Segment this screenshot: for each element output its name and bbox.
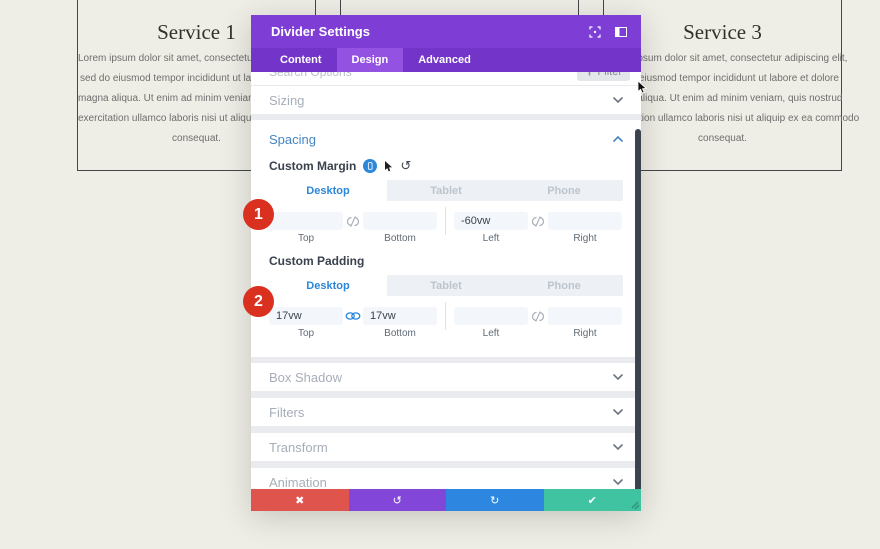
service-card-3: Service 3 Lorem ipsum dolor sit amet, co… — [603, 0, 860, 171]
device-tab-desktop[interactable]: Desktop — [269, 180, 387, 201]
field-label-top: Top — [297, 233, 315, 244]
collapsed-section-row[interactable]: Transform — [251, 433, 641, 461]
search-input[interactable] — [269, 72, 469, 79]
chevron-up-icon — [613, 136, 623, 142]
snap-panel-icon[interactable] — [614, 25, 627, 38]
field-label-left: Left — [482, 328, 500, 339]
padding-top-input[interactable] — [269, 307, 343, 325]
custom-padding-label: Custom Padding — [269, 254, 365, 268]
search-options-row: Filter — [251, 72, 641, 85]
discard-button[interactable]: ✖ — [251, 489, 349, 511]
collapsed-sections: Box Shadow Filters Transform Animation — [251, 363, 641, 489]
modal-tabbar: Content Design Advanced — [251, 48, 641, 72]
field-group-divider — [445, 207, 446, 235]
padding-right-input[interactable] — [548, 307, 622, 325]
device-tab-desktop[interactable]: Desktop — [269, 275, 387, 296]
service-card-text: Lorem ipsum dolor sit amet, consectetur … — [78, 53, 334, 144]
hover-settings-icon[interactable] — [384, 160, 393, 172]
field-label-right: Right — [573, 328, 597, 339]
responsive-settings-icon[interactable] — [363, 159, 378, 173]
device-tab-phone[interactable]: Phone — [547, 184, 581, 197]
margin-top-input[interactable] — [269, 212, 343, 230]
modal-footer: ✖ ↺ ↻ ✔ — [251, 489, 641, 511]
service-card-1: Service 1 Lorem ipsum dolor sit amet, co… — [77, 0, 334, 171]
unlink-values-icon[interactable] — [528, 310, 548, 322]
tab-content[interactable]: Content — [280, 54, 322, 66]
chevron-down-icon — [613, 374, 623, 380]
tab-advanced[interactable]: Advanced — [418, 54, 471, 66]
custom-margin-label: Custom Margin — [269, 159, 357, 173]
redo-button[interactable]: ↻ — [446, 489, 544, 511]
padding-left-input[interactable] — [454, 307, 528, 325]
redo-icon: ↻ — [490, 493, 500, 507]
mouse-cursor-icon — [637, 80, 648, 94]
expand-modal-icon[interactable] — [588, 25, 601, 38]
field-group-divider — [445, 302, 446, 330]
spacing-header[interactable]: Spacing — [269, 130, 623, 148]
chevron-down-icon — [613, 409, 623, 415]
collapsed-section-row[interactable]: Box Shadow — [251, 363, 641, 391]
divider-settings-modal: Divider Settings Content Design Advanced… — [251, 15, 641, 511]
chevron-down-icon — [613, 97, 623, 103]
unlink-values-icon[interactable] — [528, 215, 548, 227]
field-label-top: Top — [297, 328, 315, 339]
undo-button[interactable]: ↺ — [348, 489, 446, 511]
field-label-bottom: Bottom — [384, 233, 416, 244]
resize-grip-icon[interactable] — [628, 498, 640, 510]
collapsed-section-row[interactable]: Filters — [251, 398, 641, 426]
device-tab-tablet[interactable]: Tablet — [430, 184, 462, 197]
chevron-down-icon — [613, 479, 623, 485]
collapsed-section-row[interactable]: Animation — [251, 468, 641, 489]
annotation-badge-2: 2 — [243, 286, 274, 317]
annotation-badge-1: 1 — [243, 199, 274, 230]
modal-header[interactable]: Divider Settings — [251, 15, 641, 48]
check-icon: ✔ — [587, 493, 597, 507]
margin-bottom-input[interactable] — [363, 212, 437, 230]
section-title: Sizing — [269, 92, 305, 108]
device-tab-phone[interactable]: Phone — [547, 279, 581, 292]
section-sizing[interactable]: Sizing — [251, 86, 641, 114]
service-card-title: Service 1 — [157, 20, 236, 44]
filter-funnel-icon — [588, 72, 590, 76]
device-tab-tablet[interactable]: Tablet — [430, 279, 462, 292]
tab-design[interactable]: Design — [336, 48, 404, 72]
margin-device-tabs: Desktop Tablet Phone — [269, 180, 623, 201]
padding-device-tabs: Desktop Tablet Phone — [269, 275, 623, 296]
scrollbar-thumb[interactable] — [635, 129, 641, 489]
service-card-text: Lorem ipsum dolor sit amet, consectetur … — [604, 53, 860, 144]
modal-title: Divider Settings — [271, 24, 370, 39]
filter-button[interactable]: Filter — [576, 72, 630, 81]
save-button[interactable]: ✔ — [543, 489, 641, 511]
chevron-down-icon — [613, 444, 623, 450]
field-label-left: Left — [482, 233, 500, 244]
unlink-values-icon[interactable] — [343, 215, 363, 227]
margin-right-input[interactable] — [548, 212, 622, 230]
reset-margin-icon[interactable]: ↺ — [400, 158, 412, 174]
field-label-bottom: Bottom — [384, 328, 416, 339]
section-title: Spacing — [269, 131, 316, 147]
margin-left-input[interactable] — [454, 212, 528, 230]
settings-scroll-area: Filter Sizing Spacing Custom Margin — [251, 72, 641, 489]
filter-label: Filter — [597, 72, 622, 78]
close-icon: ✖ — [295, 493, 305, 507]
section-spacing: Spacing Custom Margin ↺ Desktop Tablet P… — [251, 120, 641, 357]
field-label-right: Right — [573, 233, 597, 244]
service-card-title: Service 3 — [683, 20, 762, 44]
padding-bottom-input[interactable] — [363, 307, 437, 325]
linked-values-icon[interactable] — [343, 311, 363, 321]
undo-icon: ↺ — [392, 493, 402, 507]
